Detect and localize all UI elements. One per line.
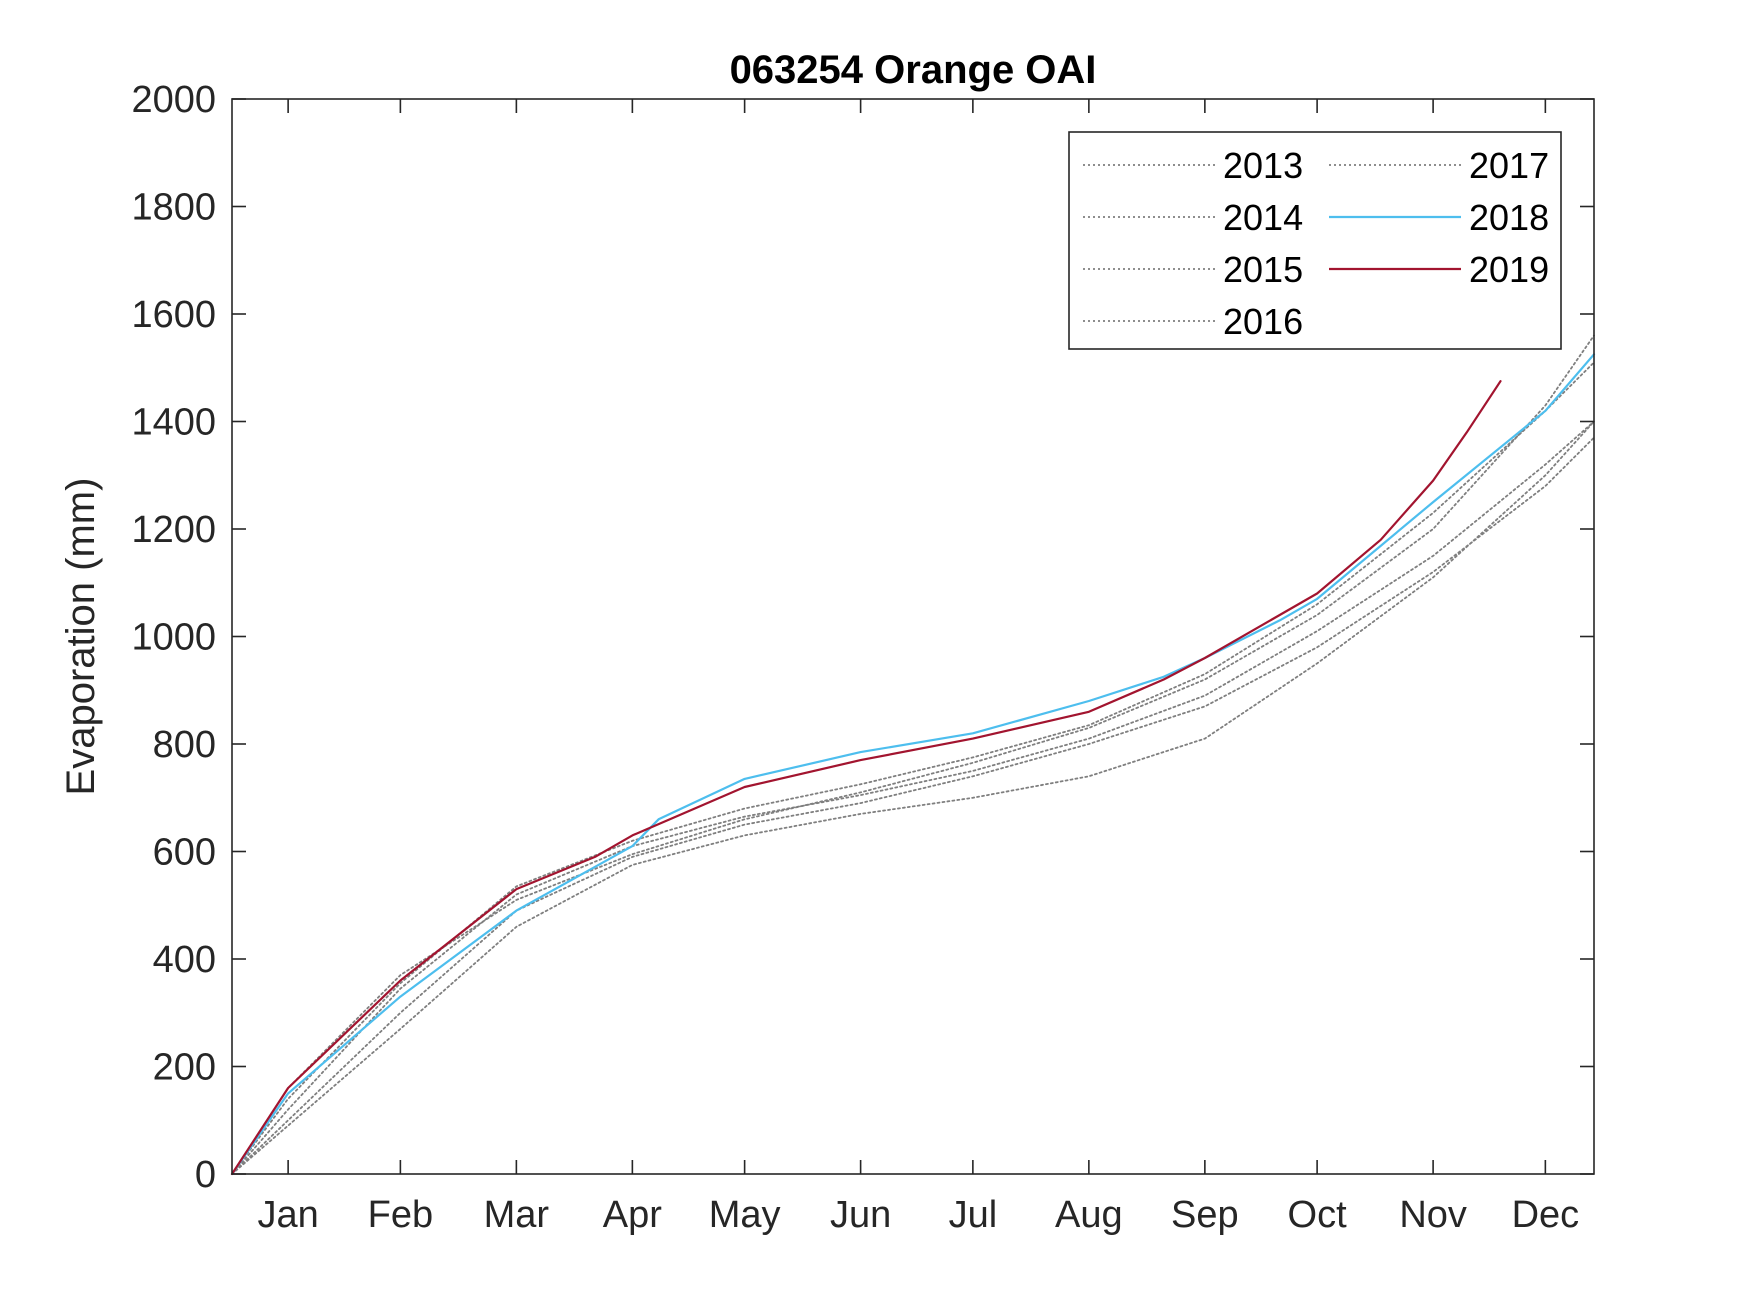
series-line-2014 [231,436,1595,1175]
series-line-2019 [230,380,1502,1176]
y-tick-label: 400 [153,939,216,981]
y-tick-label: 1800 [131,187,216,229]
legend: 2013 2014 2015 2016 2017 2018 2019 [1068,131,1562,350]
legend-label-2013: 2013 [1223,145,1303,186]
x-tick-label-jun: Jun [830,1194,891,1236]
series-line-2018 [230,353,1596,1176]
x-tick-label-feb: Feb [368,1194,433,1236]
y-tick-label: 1200 [131,509,216,551]
x-tick-label-oct: Oct [1288,1194,1348,1236]
x-tick-label-jul: Jul [949,1194,998,1236]
series-line-2015 [231,361,1595,1175]
axes-layer: 0 200 400 600 800 1000 1200 1400 1600 1800 2000 Jan… [131,79,1595,1236]
legend-label-2017: 2017 [1469,145,1549,186]
legend-label-2015: 2015 [1223,249,1303,290]
y-tick-label: 0 [195,1154,216,1196]
legend-label-2018: 2018 [1469,197,1549,238]
legend-box [1068,131,1562,350]
y-tick-label: 600 [153,832,216,874]
x-tick-label-dec: Dec [1512,1194,1580,1236]
series-layer [230,334,1596,1176]
y-tick-label: 1000 [131,617,216,659]
x-tick-label-may: May [709,1194,781,1236]
y-tick-label: 200 [153,1047,216,1089]
x-tick-label-mar: Mar [484,1194,550,1236]
y-tick-label: 2000 [131,79,216,121]
y-axis-label: Evaporation (mm) [59,478,103,796]
chart-title: 063254 Orange OAI [730,48,1097,92]
x-tick-label-jan: Jan [257,1194,318,1236]
x-tick-label-nov: Nov [1399,1194,1467,1236]
series-line-2017 [231,334,1595,1175]
x-tick-label-aug: Aug [1055,1194,1123,1236]
x-tick-label-sep: Sep [1171,1194,1239,1236]
legend-label-2019: 2019 [1469,249,1549,290]
series-line-2016 [231,420,1595,1175]
legend-label-2016: 2016 [1223,301,1303,342]
legend-label-2014: 2014 [1223,197,1303,238]
y-tick-label: 1400 [131,402,216,444]
series-line-2013 [231,420,1595,1175]
x-tick-label-apr: Apr [603,1194,662,1236]
y-tick-label: 1600 [131,294,216,336]
y-tick-label: 800 [153,724,216,766]
